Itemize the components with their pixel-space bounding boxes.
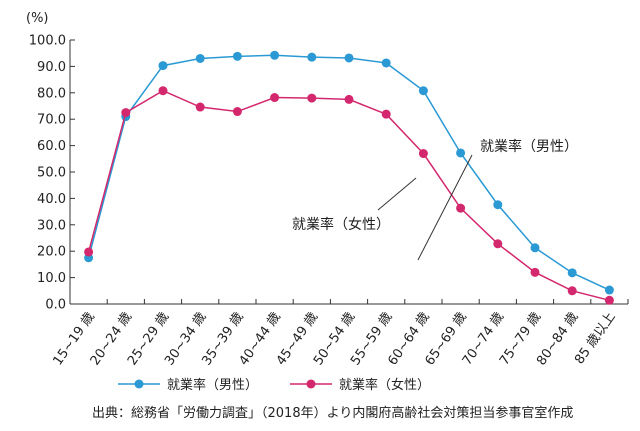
series-0-point [604,285,614,295]
series-1-point [530,267,540,277]
y-tick-label: 70.0 [37,113,66,128]
male-callout-label: 就業率（男性） [480,138,578,155]
series-0-point [530,243,540,253]
legend: 就業率（男性） 就業率（女性） [118,377,430,393]
series-1-point [270,93,280,103]
series-0-point [381,58,391,68]
series-0-point [307,52,317,62]
y-tick-label: 60.0 [37,139,66,154]
series-1-point [456,203,466,213]
series-1-point [418,149,428,159]
series-1-point [195,102,205,112]
series-1-line [87,89,610,302]
series-0-point [456,148,466,158]
female-callout-line [377,177,417,211]
series-1-point [604,295,614,305]
female-callout: 就業率（女性） [292,177,417,233]
series-1-point [344,94,354,104]
y-tick-label: 0.0 [45,298,66,313]
y-tick-label: 40.0 [37,192,66,207]
series-1-point [84,247,94,257]
series-0-point [232,51,242,61]
series-0-point [158,61,168,71]
legend-male-label: 就業率（男性） [167,377,258,393]
series-1-point [121,108,131,118]
y-tick-label: 20.0 [37,245,66,260]
y-tick-label: 100.0 [29,34,66,49]
series-1-point [232,107,242,117]
series-0-point [195,53,205,63]
series-layer [84,50,614,305]
y-unit-label: (%) [26,11,49,26]
series-0-point [567,268,577,278]
female-callout-label: 就業率（女性） [292,216,390,233]
series-0-point [270,50,280,60]
series-0-point [344,53,354,63]
male-callout-line [417,154,473,261]
y-tick-label: 50.0 [37,166,66,181]
series-1-point [493,239,503,249]
series-0-point [418,86,428,96]
series-1-point [307,93,317,103]
series-1-point [158,86,168,96]
legend-male-marker [134,379,144,389]
source-note: 出典：総務省「労働力調査」（2018年）より内閣府高齢社会対策担当参事官室作成 [92,405,573,421]
series-0-point [493,200,503,210]
series-1-point [567,286,577,296]
male-callout: 就業率（男性） [417,138,578,261]
legend-female-label: 就業率（女性） [339,377,430,393]
y-axis: 0.0 10.0 20.0 30.0 40.0 50.0 60.0 70.0 80.0 90.0 1… [29,34,75,313]
y-tick-label: 10.0 [37,271,66,286]
y-tick-label: 30.0 [37,218,66,233]
y-tick-label: 80.0 [37,86,66,101]
x-axis: 15~19 歳20~24 歳25~29 歳30~34 歳35~39 歳40~44… [51,299,629,368]
series-1-point [381,109,391,119]
y-tick-label: 90.0 [37,60,66,75]
legend-female-marker [306,379,316,389]
